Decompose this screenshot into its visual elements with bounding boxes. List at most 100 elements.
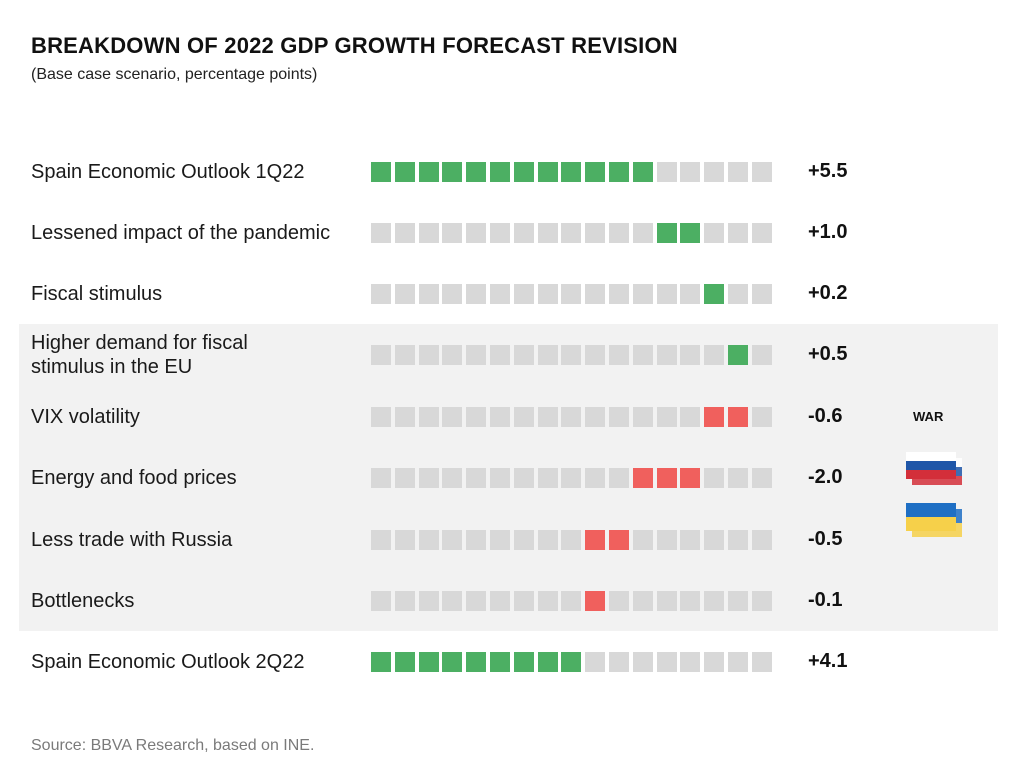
grid-square <box>728 284 748 304</box>
russia-flag-icon <box>906 452 962 485</box>
grid-square <box>632 407 653 427</box>
source-note: Source: BBVA Research, based on INE. <box>31 737 315 754</box>
grid-square <box>609 284 629 304</box>
grid-square-filled <box>585 162 606 182</box>
grid-square <box>371 407 391 427</box>
row-label: Energy and food prices <box>31 467 237 489</box>
grid-square <box>680 162 701 182</box>
grid-square <box>680 407 701 427</box>
grid-square <box>513 407 534 427</box>
row-label: Fiscal stimulus <box>31 283 163 305</box>
grid-square <box>466 407 487 427</box>
grid-square <box>704 652 725 672</box>
grid-square <box>418 223 439 243</box>
grid-square <box>728 591 748 611</box>
grid-square <box>680 530 701 550</box>
grid-square-filled <box>418 162 439 182</box>
grid-square <box>513 223 534 243</box>
grid-square <box>537 223 558 243</box>
grid-square <box>561 223 582 243</box>
grid-square <box>704 345 725 365</box>
grid-square <box>609 345 629 365</box>
grid-square <box>585 345 606 365</box>
grid-square-filled <box>394 652 415 672</box>
grid-square <box>466 284 487 304</box>
row-label: Less trade with Russia <box>31 529 233 551</box>
chart-subtitle: (Base case scenario, percentage points) <box>31 66 318 83</box>
grid-square <box>442 407 463 427</box>
grid-square <box>561 345 582 365</box>
grid-square-filled <box>466 652 487 672</box>
grid-square-filled <box>585 530 606 550</box>
grid-square <box>490 407 510 427</box>
grid-square <box>513 284 534 304</box>
grid-square <box>418 468 439 488</box>
row-label: Spain Economic Outlook 1Q22 <box>31 161 305 183</box>
grid-square-filled <box>513 162 534 182</box>
grid-square <box>728 223 748 243</box>
grid-square <box>442 284 463 304</box>
grid-square <box>751 652 772 672</box>
row-value: +0.2 <box>808 282 848 304</box>
grid-square <box>704 162 725 182</box>
grid-square <box>466 591 487 611</box>
grid-square <box>728 530 748 550</box>
grid-square-filled <box>656 468 677 488</box>
grid-square-filled <box>537 652 558 672</box>
grid-square-filled <box>561 162 582 182</box>
grid-square <box>609 468 629 488</box>
grid-square-filled <box>513 652 534 672</box>
grid-square <box>394 345 415 365</box>
grid-square <box>490 223 510 243</box>
grid-square <box>418 591 439 611</box>
grid-square <box>537 591 558 611</box>
grid-square-filled <box>371 652 391 672</box>
grid-square <box>561 530 582 550</box>
grid-square <box>394 407 415 427</box>
grid-square <box>656 530 677 550</box>
grid-square <box>632 223 653 243</box>
grid-square <box>704 223 725 243</box>
row-label: Higher demand for fiscal stimulus in the… <box>31 332 248 378</box>
row-label: Lessened impact of the pandemic <box>31 222 331 244</box>
grid-square-filled <box>561 652 582 672</box>
grid-square <box>394 468 415 488</box>
grid-square <box>561 284 582 304</box>
grid-square-filled <box>728 407 748 427</box>
grid-square <box>394 284 415 304</box>
grid-square <box>728 468 748 488</box>
grid-square-filled <box>632 162 653 182</box>
grid-square <box>704 468 725 488</box>
grid-square-filled <box>394 162 415 182</box>
grid-square <box>585 468 606 488</box>
grid-square <box>609 591 629 611</box>
row-label: Bottlenecks <box>31 590 135 612</box>
grid-square <box>513 530 534 550</box>
grid-square <box>632 652 653 672</box>
grid-square <box>537 345 558 365</box>
grid-square <box>561 468 582 488</box>
grid-square <box>371 530 391 550</box>
row-label: VIX volatility <box>31 406 140 428</box>
grid-square <box>442 591 463 611</box>
grid-square <box>394 591 415 611</box>
grid-square <box>728 162 748 182</box>
grid-square <box>680 591 701 611</box>
grid-square <box>585 284 606 304</box>
grid-square <box>656 652 677 672</box>
flag-stripe <box>912 476 962 485</box>
grid-square-filled <box>442 162 463 182</box>
grid-square <box>490 345 510 365</box>
row-value: -0.6 <box>808 405 843 427</box>
grid-square <box>585 407 606 427</box>
grid-square <box>656 407 677 427</box>
grid-square <box>418 284 439 304</box>
grid-square <box>466 345 487 365</box>
grid-square <box>561 591 582 611</box>
grid-square <box>609 652 629 672</box>
flag-stripe <box>906 452 956 461</box>
grid-square <box>680 284 701 304</box>
grid-square <box>394 223 415 243</box>
grid-square <box>728 652 748 672</box>
grid-square <box>490 530 510 550</box>
